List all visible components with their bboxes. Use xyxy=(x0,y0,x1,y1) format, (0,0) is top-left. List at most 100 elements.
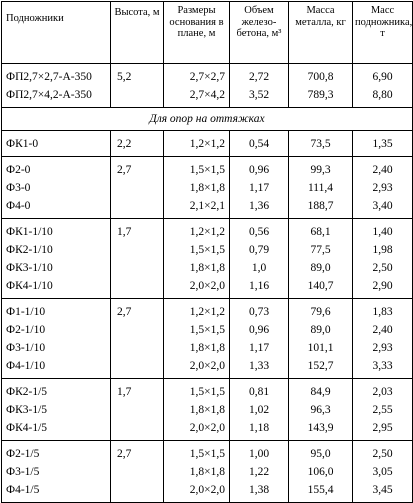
cell-volume: 0,96 xyxy=(229,321,289,339)
cell-volume: 0,56 xyxy=(229,218,289,241)
cell-size: 1,5×1,5 xyxy=(163,440,230,463)
cell-metal: 188,7 xyxy=(288,197,353,219)
cell-metal: 96,3 xyxy=(288,401,353,419)
cell-height xyxy=(110,357,164,379)
cell-height: 2,7 xyxy=(110,156,164,179)
cell-metal: 101,1 xyxy=(288,339,353,357)
cell-volume: 0,96 xyxy=(229,156,289,179)
cell-volume: 0,54 xyxy=(229,130,289,157)
table-row: ФП2,7×2,7-А-350 5,2 2,7×2,7 2,72 700,8 6,90 xyxy=(1,63,413,86)
cell-name: Ф2-1/10 xyxy=(1,321,111,339)
cell-name: Ф3-1/10 xyxy=(1,339,111,357)
cell-metal: 152,7 xyxy=(288,357,353,379)
cell-name: ФК1-1/10 xyxy=(1,218,111,241)
cell-metal: 99,3 xyxy=(288,156,353,179)
cell-name: ФП2,7×4,2-А-350 xyxy=(1,86,111,108)
cell-mass: 2,55 xyxy=(352,401,413,419)
cell-volume: 1,36 xyxy=(229,197,289,219)
cell-mass: 2,93 xyxy=(352,339,413,357)
cell-mass: 1,35 xyxy=(352,130,413,157)
cell-metal: 84,9 xyxy=(288,378,353,401)
cell-height xyxy=(110,419,164,441)
table-row: ФК4-1/10 2,0×2,0 1,16 140,7 2,90 xyxy=(1,277,413,299)
cell-height xyxy=(110,259,164,277)
table-row: ФК2-1/5 1,7 1,5×1,5 0,81 84,9 2,03 xyxy=(1,378,413,401)
cell-metal: 140,7 xyxy=(288,277,353,299)
cell-volume: 1,0 xyxy=(229,259,289,277)
cell-mass: 1,83 xyxy=(352,298,413,321)
cell-name: Ф3-1/5 xyxy=(1,463,111,481)
cell-volume: 1,33 xyxy=(229,357,289,379)
cell-height xyxy=(110,321,164,339)
table-row: Ф4-1/10 2,0×2,0 1,33 152,7 3,33 xyxy=(1,357,413,379)
cell-volume: 1,16 xyxy=(229,277,289,299)
header-row: Подножники Высота, м Размеры основания в… xyxy=(1,1,413,64)
section-label: Для опор на оттяжках xyxy=(1,107,413,131)
cell-mass: 2,40 xyxy=(352,321,413,339)
cell-name: Ф4-1/10 xyxy=(1,357,111,379)
cell-metal: 155,4 xyxy=(288,481,353,503)
cell-mass: 2,50 xyxy=(352,259,413,277)
table-row: ФК2-1/10 1,5×1,5 0,79 77,5 1,98 xyxy=(1,241,413,259)
cell-mass: 8,80 xyxy=(352,86,413,108)
cell-size: 2,1×2,1 xyxy=(163,197,230,219)
cell-volume: 2,72 xyxy=(229,63,289,86)
cell-height xyxy=(110,481,164,503)
cell-name: ФК2-1/10 xyxy=(1,241,111,259)
cell-size: 1,5×1,5 xyxy=(163,156,230,179)
cell-size: 2,0×2,0 xyxy=(163,481,230,503)
cell-height: 2,2 xyxy=(110,130,164,157)
cell-height xyxy=(110,277,164,299)
cell-name: ФК3-1/5 xyxy=(1,401,111,419)
cell-size: 2,7×2,7 xyxy=(163,63,230,86)
header-height: Высота, м xyxy=(110,1,164,64)
cell-volume: 0,79 xyxy=(229,241,289,259)
cell-size: 1,8×1,8 xyxy=(163,339,230,357)
cell-mass: 3,05 xyxy=(352,463,413,481)
cell-volume: 1,17 xyxy=(229,339,289,357)
cell-name: Ф4-1/5 xyxy=(1,481,111,503)
cell-name: Ф3-0 xyxy=(1,179,111,197)
header-size: Размеры основания в плане, м xyxy=(163,1,230,64)
table-row: ФК4-1/5 2,0×2,0 1,18 143,9 2,95 xyxy=(1,419,413,441)
header-volume: Объем железо-бетона, м³ xyxy=(229,1,289,64)
cell-metal: 111,4 xyxy=(288,179,353,197)
cell-size: 1,8×1,8 xyxy=(163,401,230,419)
cell-name: ФК1-0 xyxy=(1,130,111,157)
table-row: ФК1-0 2,2 1,2×1,2 0,54 73,5 1,35 xyxy=(1,130,413,157)
cell-height: 2,7 xyxy=(110,298,164,321)
header-name: Подножники xyxy=(1,1,111,64)
cell-size: 2,7×4,2 xyxy=(163,86,230,108)
table-row: Ф1-1/10 2,7 1,2×1,2 0,73 79,6 1,83 xyxy=(1,298,413,321)
cell-size: 1,2×1,2 xyxy=(163,218,230,241)
cell-metal: 77,5 xyxy=(288,241,353,259)
cell-name: Ф1-1/10 xyxy=(1,298,111,321)
cell-mass: 1,40 xyxy=(352,218,413,241)
cell-mass: 3,33 xyxy=(352,357,413,379)
table-row: Ф2-0 2,7 1,5×1,5 0,96 99,3 2,40 xyxy=(1,156,413,179)
table-row: ФК3-1/10 1,8×1,8 1,0 89,0 2,50 xyxy=(1,259,413,277)
cell-mass: 3,40 xyxy=(352,197,413,219)
cell-height: 2,7 xyxy=(110,440,164,463)
table-row: Ф2-1/5 2,7 1,5×1,5 1,00 95,0 2,50 xyxy=(1,440,413,463)
cell-height xyxy=(110,179,164,197)
cell-height: 1,7 xyxy=(110,378,164,401)
table-row: Ф2-1/10 1,5×1,5 0,96 89,0 2,40 xyxy=(1,321,413,339)
cell-height xyxy=(110,241,164,259)
table-row: Ф3-0 1,8×1,8 1,17 111,4 2,93 xyxy=(1,179,413,197)
cell-metal: 106,0 xyxy=(288,463,353,481)
cell-metal: 789,3 xyxy=(288,86,353,108)
cell-mass: 2,50 xyxy=(352,440,413,463)
header-metal: Масса металла, кг xyxy=(288,1,353,64)
cell-mass: 2,40 xyxy=(352,156,413,179)
cell-size: 1,2×1,2 xyxy=(163,130,230,157)
table-row: ФП2,7×4,2-А-350 2,7×4,2 3,52 789,3 8,80 xyxy=(1,86,413,108)
cell-size: 1,8×1,8 xyxy=(163,463,230,481)
cell-mass: 2,95 xyxy=(352,419,413,441)
table-row: ФК1-1/10 1,7 1,2×1,2 0,56 68,1 1,40 xyxy=(1,218,413,241)
cell-volume: 1,00 xyxy=(229,440,289,463)
cell-size: 1,8×1,8 xyxy=(163,179,230,197)
cell-height xyxy=(110,197,164,219)
